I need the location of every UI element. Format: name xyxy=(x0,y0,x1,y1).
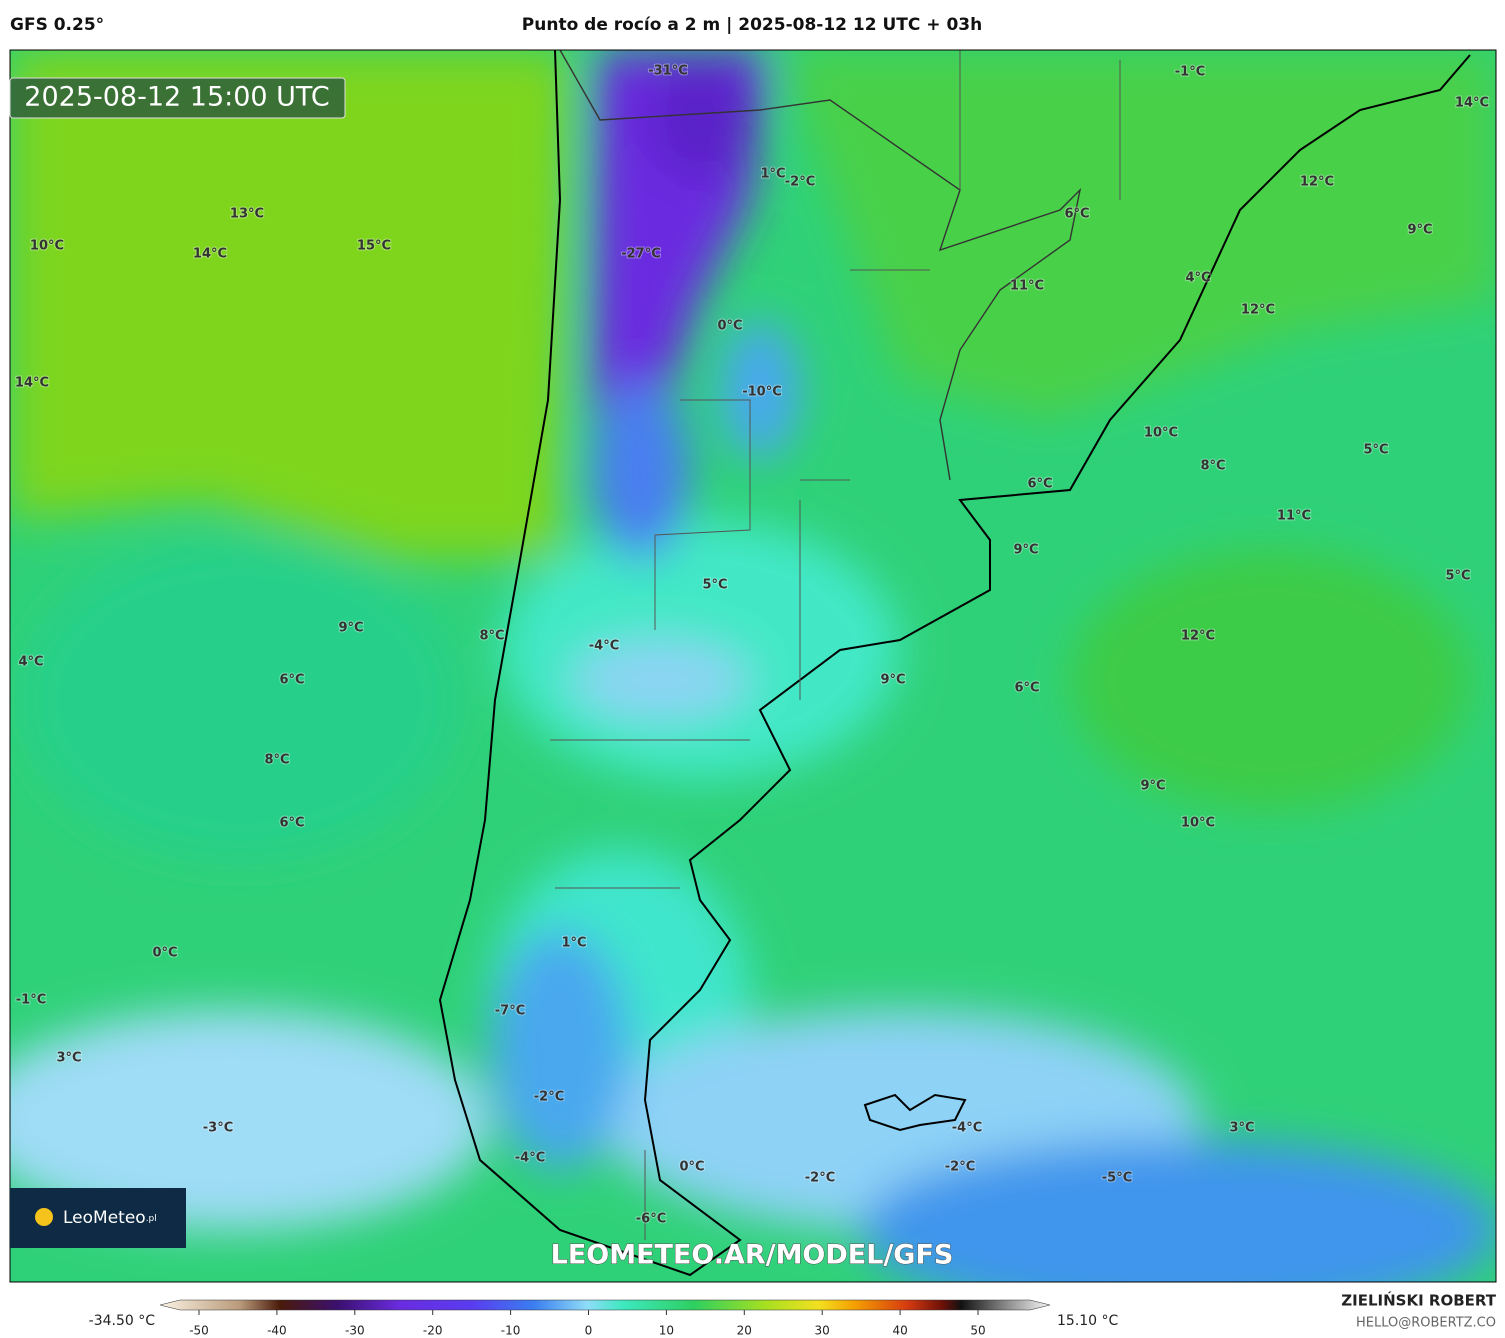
temperature-label: 1°C xyxy=(561,936,586,951)
colorbar-tick-label: -10 xyxy=(501,1324,521,1338)
temperature-label: 6°C xyxy=(1014,681,1039,696)
colorbar-tick-label: 50 xyxy=(970,1324,985,1338)
colorbar-tick-label: 20 xyxy=(737,1324,752,1338)
temperature-label: 4°C xyxy=(1185,271,1210,286)
colorbar-tick-label: 30 xyxy=(815,1324,830,1338)
temperature-label: -5°C xyxy=(1102,1171,1132,1186)
temperature-label: 4°C xyxy=(18,655,43,670)
colorbar-max: 15.10 °C xyxy=(1057,1313,1119,1329)
credit-contact: HELLO@ROBERTZ.CO xyxy=(1356,1316,1496,1331)
temperature-label: 14°C xyxy=(1455,96,1489,111)
colorbar-tick-label: -50 xyxy=(189,1324,209,1338)
credit-author: ZIELIŃSKI ROBERT xyxy=(1341,1291,1496,1310)
temperature-label: -4°C xyxy=(589,639,619,654)
colorbar-tick-label: -20 xyxy=(423,1324,443,1338)
colorbar-tick-label: -40 xyxy=(267,1324,287,1338)
temperature-label: 9°C xyxy=(338,621,363,636)
temperature-label: -4°C xyxy=(952,1121,982,1136)
temperature-label: 12°C xyxy=(1181,629,1215,644)
colorbar-tick-label: 40 xyxy=(892,1324,907,1338)
colorbar-tick-label: 0 xyxy=(585,1324,593,1338)
temperature-label: -4°C xyxy=(515,1151,545,1166)
temperature-label: 5°C xyxy=(1363,443,1388,458)
temperature-label: -1°C xyxy=(16,993,46,1008)
temperature-label: 6°C xyxy=(1027,477,1052,492)
temperature-label: 11°C xyxy=(1277,509,1311,524)
temperature-label: -2°C xyxy=(534,1090,564,1105)
temperature-label: 14°C xyxy=(193,247,227,262)
temperature-label: 10°C xyxy=(1144,426,1178,441)
map-title: Punto de rocío a 2 m | 2025-08-12 12 UTC… xyxy=(522,15,982,35)
temperature-label: 3°C xyxy=(56,1051,81,1066)
temperature-label: -1°C xyxy=(1175,65,1205,80)
temperature-label: -2°C xyxy=(785,175,815,190)
temperature-label: 13°C xyxy=(230,207,264,222)
temperature-label: -10°C xyxy=(742,385,782,400)
temperature-label: 6°C xyxy=(279,673,304,688)
timestamp: 2025-08-12 15:00 UTC xyxy=(24,82,329,113)
logo-name: LeoMeteo xyxy=(63,1208,146,1228)
temperature-label: 11°C xyxy=(1010,279,1044,294)
temperature-label: 10°C xyxy=(30,239,64,254)
temperature-label: -3°C xyxy=(203,1121,233,1136)
colorbar xyxy=(159,1299,1051,1311)
colorbar-tick-label: 10 xyxy=(659,1324,674,1338)
temperature-label: -6°C xyxy=(636,1212,666,1227)
temperature-label: -2°C xyxy=(805,1171,835,1186)
temperature-label: 12°C xyxy=(1241,303,1275,318)
temperature-label: -31°C xyxy=(648,64,688,79)
temperature-label: 9°C xyxy=(1407,223,1432,238)
temperature-label: 6°C xyxy=(279,816,304,831)
temperature-label: 9°C xyxy=(1140,779,1165,794)
temperature-label: 1°C xyxy=(760,167,785,182)
temperature-label: -7°C xyxy=(495,1004,525,1019)
temperature-label: 3°C xyxy=(1229,1121,1254,1136)
temperature-label: -27°C xyxy=(621,247,661,262)
timestamp-box xyxy=(9,77,346,119)
logo-sun xyxy=(35,1208,53,1226)
temperature-label: 0°C xyxy=(717,319,742,334)
temperature-label: 6°C xyxy=(1064,207,1089,222)
colorbar-tick-label: -30 xyxy=(345,1324,365,1338)
temperature-label: 5°C xyxy=(1445,569,1470,584)
temperature-label: -2°C xyxy=(945,1160,975,1175)
model-name: GFS 0.25° xyxy=(10,15,104,35)
temperature-label: 5°C xyxy=(702,578,727,593)
temperature-label: 9°C xyxy=(1013,543,1038,558)
temperature-label: 10°C xyxy=(1181,816,1215,831)
temperature-label: 9°C xyxy=(880,673,905,688)
temperature-label: 0°C xyxy=(679,1160,704,1175)
map-field xyxy=(10,50,1496,1282)
colorbar-min: -34.50 °C xyxy=(89,1313,156,1329)
map-labels: -31°C -1°C14°C1°C-2°C 12°C13°C 6°C9°C10°C14… xyxy=(14,63,1490,1228)
temperature-label: 12°C xyxy=(1300,175,1334,190)
logo-suffix: .pl xyxy=(146,1214,157,1224)
temperature-label: 8°C xyxy=(264,753,289,768)
temperature-label: 8°C xyxy=(1200,459,1225,474)
temperature-label: 8°C xyxy=(479,629,504,644)
temperature-label: 0°C xyxy=(152,946,177,961)
watermark: LEOMETEO.AR/MODEL/GFS xyxy=(551,1240,954,1271)
temperature-label: 15°C xyxy=(357,239,391,254)
temperature-label: 14°C xyxy=(15,376,49,391)
colorbar-ticks: -50 -40 -30 -20 -10 0 10 20 30 40 50 xyxy=(189,1310,986,1338)
logo-text: LeoMeteo.pl xyxy=(63,1208,157,1228)
